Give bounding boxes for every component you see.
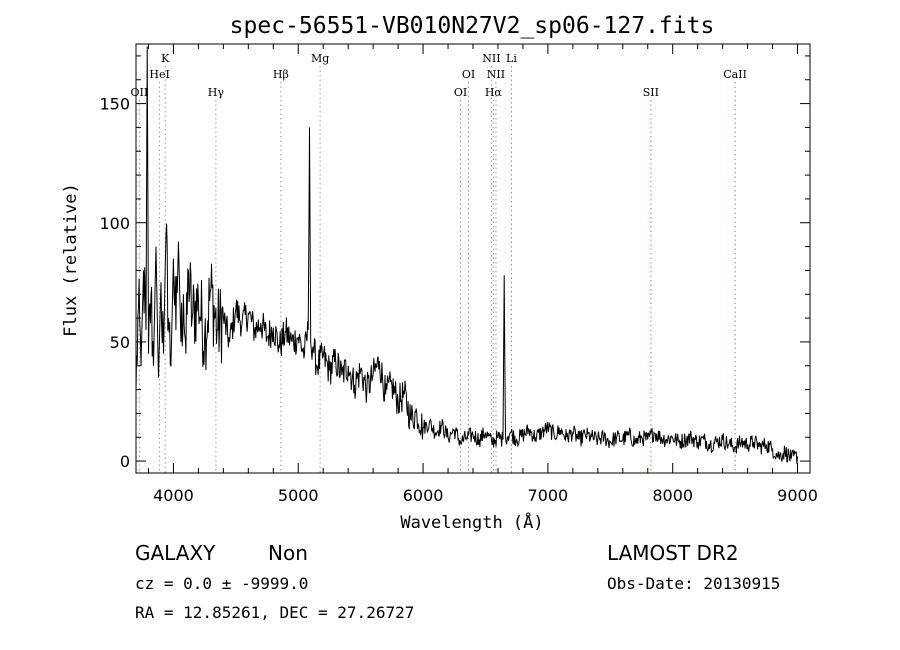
survey-name: LAMOST DR2	[607, 541, 739, 565]
x-tick-label-5: 9000	[777, 486, 818, 505]
object-subclass: Non	[268, 541, 308, 565]
line-label-8: NII	[482, 52, 500, 65]
plot-area: OII K HeI Hγ Hβ Mg OI OI NII NII Hα Li SII CaII	[131, 46, 798, 473]
line-label-6: OI	[462, 68, 475, 81]
y-tick-label-1: 50	[110, 333, 130, 352]
line-label-11: Li	[506, 52, 517, 65]
line-label-3: Hγ	[208, 86, 225, 99]
line-label-10: Hα	[485, 86, 503, 99]
x-tick-label-2: 6000	[403, 486, 444, 505]
y-tick-label-2: 100	[99, 214, 130, 233]
line-label-9: NII	[487, 68, 505, 81]
x-tick-label-1: 5000	[278, 486, 319, 505]
x-axis-label: Wavelength (Å)	[400, 511, 543, 533]
line-label-0: OII	[131, 86, 149, 99]
object-class: GALAXY	[135, 541, 216, 565]
obs-date-text: Obs-Date: 20130915	[607, 574, 781, 593]
coordinates-text: RA = 12.85261, DEC = 27.26727	[135, 603, 415, 622]
line-label-5: Mg	[311, 52, 329, 65]
x-tick-label-4: 8000	[652, 486, 693, 505]
y-axis-label: Flux (relative)	[61, 183, 81, 337]
line-label-12: SII	[643, 86, 659, 99]
spectrum-line	[135, 46, 798, 465]
chart-title: spec-56551-VB010N27V2_sp06-127.fits	[230, 13, 715, 39]
x-tick-label-0: 4000	[153, 486, 194, 505]
plot-frame	[135, 43, 811, 474]
line-label-2: HeI	[149, 68, 169, 81]
redshift-text: cz = 0.0 ± -9999.0	[135, 574, 309, 593]
axes: 4000 5000 6000 7000 8000 9000 0 50 100 150	[99, 43, 818, 505]
y-tick-label-3: 150	[99, 95, 130, 114]
line-label-4: Hβ	[273, 68, 289, 81]
line-label-7: OI	[454, 86, 467, 99]
line-label-1: K	[161, 52, 170, 65]
line-label-13: CaII	[723, 68, 747, 81]
y-tick-label-0: 0	[120, 452, 130, 471]
x-tick-label-3: 7000	[528, 486, 569, 505]
